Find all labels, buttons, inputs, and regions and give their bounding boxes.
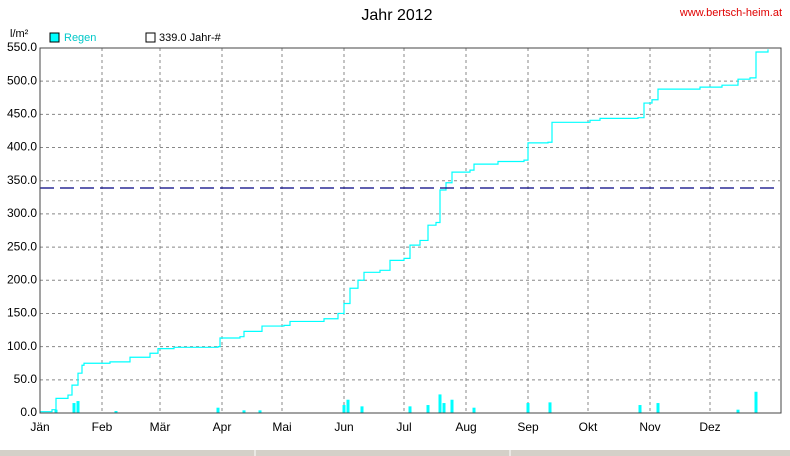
x-tick-label: Aug bbox=[455, 420, 476, 434]
x-tick-label: Apr bbox=[213, 420, 232, 434]
rain-bar bbox=[360, 406, 364, 413]
plot-border bbox=[39, 47, 782, 414]
rain-bar bbox=[408, 406, 412, 413]
rain-bar bbox=[216, 407, 220, 413]
cumulative-line bbox=[40, 49, 769, 413]
x-tick-label: Sep bbox=[517, 420, 539, 434]
rain-bar bbox=[526, 403, 530, 413]
rain-bar bbox=[450, 399, 454, 413]
source: www.bertsch-heim.at bbox=[679, 7, 782, 19]
legend-swatch bbox=[49, 32, 60, 43]
rain-bar bbox=[54, 409, 58, 413]
legend-swatch bbox=[145, 32, 156, 43]
y-tick-label: 250.0 bbox=[7, 239, 37, 253]
y-tick-label: 350.0 bbox=[7, 173, 37, 187]
rain-bar bbox=[342, 405, 346, 413]
rain-bar bbox=[736, 409, 740, 413]
y-axis-label: l/m² bbox=[10, 28, 29, 40]
y-tick-label: 100.0 bbox=[7, 339, 37, 353]
y-tick-label: 200.0 bbox=[7, 272, 37, 286]
rain-bar bbox=[442, 403, 446, 413]
rain-bar bbox=[242, 410, 246, 413]
x-tick-label: Dez bbox=[699, 420, 720, 434]
rain-bar bbox=[656, 403, 660, 413]
rain-bar bbox=[426, 405, 430, 413]
x-tick-label: Jun bbox=[334, 420, 353, 434]
y-tick-label: 450.0 bbox=[7, 107, 37, 121]
rain-bar bbox=[754, 391, 758, 413]
rain-bar bbox=[548, 402, 552, 413]
x-tick-label: Jän bbox=[30, 420, 49, 434]
x-tick-label: Okt bbox=[579, 420, 598, 434]
x-tick-label: Nov bbox=[639, 420, 660, 434]
y-tick-label: 500.0 bbox=[7, 73, 37, 87]
x-tick-label: Jul bbox=[396, 420, 411, 434]
x-tick-label: Mär bbox=[150, 420, 171, 434]
y-tick-label: 300.0 bbox=[7, 206, 37, 220]
x-tick-label: Feb bbox=[92, 420, 113, 434]
y-tick-label: 150.0 bbox=[7, 306, 37, 320]
rain-bar bbox=[76, 401, 80, 413]
y-tick-label: 400.0 bbox=[7, 140, 37, 154]
rain-bar bbox=[638, 405, 642, 413]
rain-bar bbox=[438, 394, 442, 413]
y-tick-label: 550.0 bbox=[7, 40, 37, 54]
rain-bar bbox=[472, 407, 476, 413]
x-tick-label: Mai bbox=[272, 420, 291, 434]
y-tick-label: 0.0 bbox=[20, 405, 37, 419]
status-bar bbox=[0, 450, 790, 456]
rain-bar bbox=[258, 410, 262, 413]
rain-bar bbox=[114, 411, 118, 413]
rain-bar bbox=[72, 403, 76, 413]
chart-title: Jahr 2012 bbox=[361, 7, 432, 24]
rain-bar bbox=[346, 399, 350, 413]
legend-label: Regen bbox=[64, 32, 96, 44]
legend-label: 339.0 Jahr-# bbox=[159, 32, 222, 44]
y-tick-label: 50.0 bbox=[14, 372, 38, 386]
